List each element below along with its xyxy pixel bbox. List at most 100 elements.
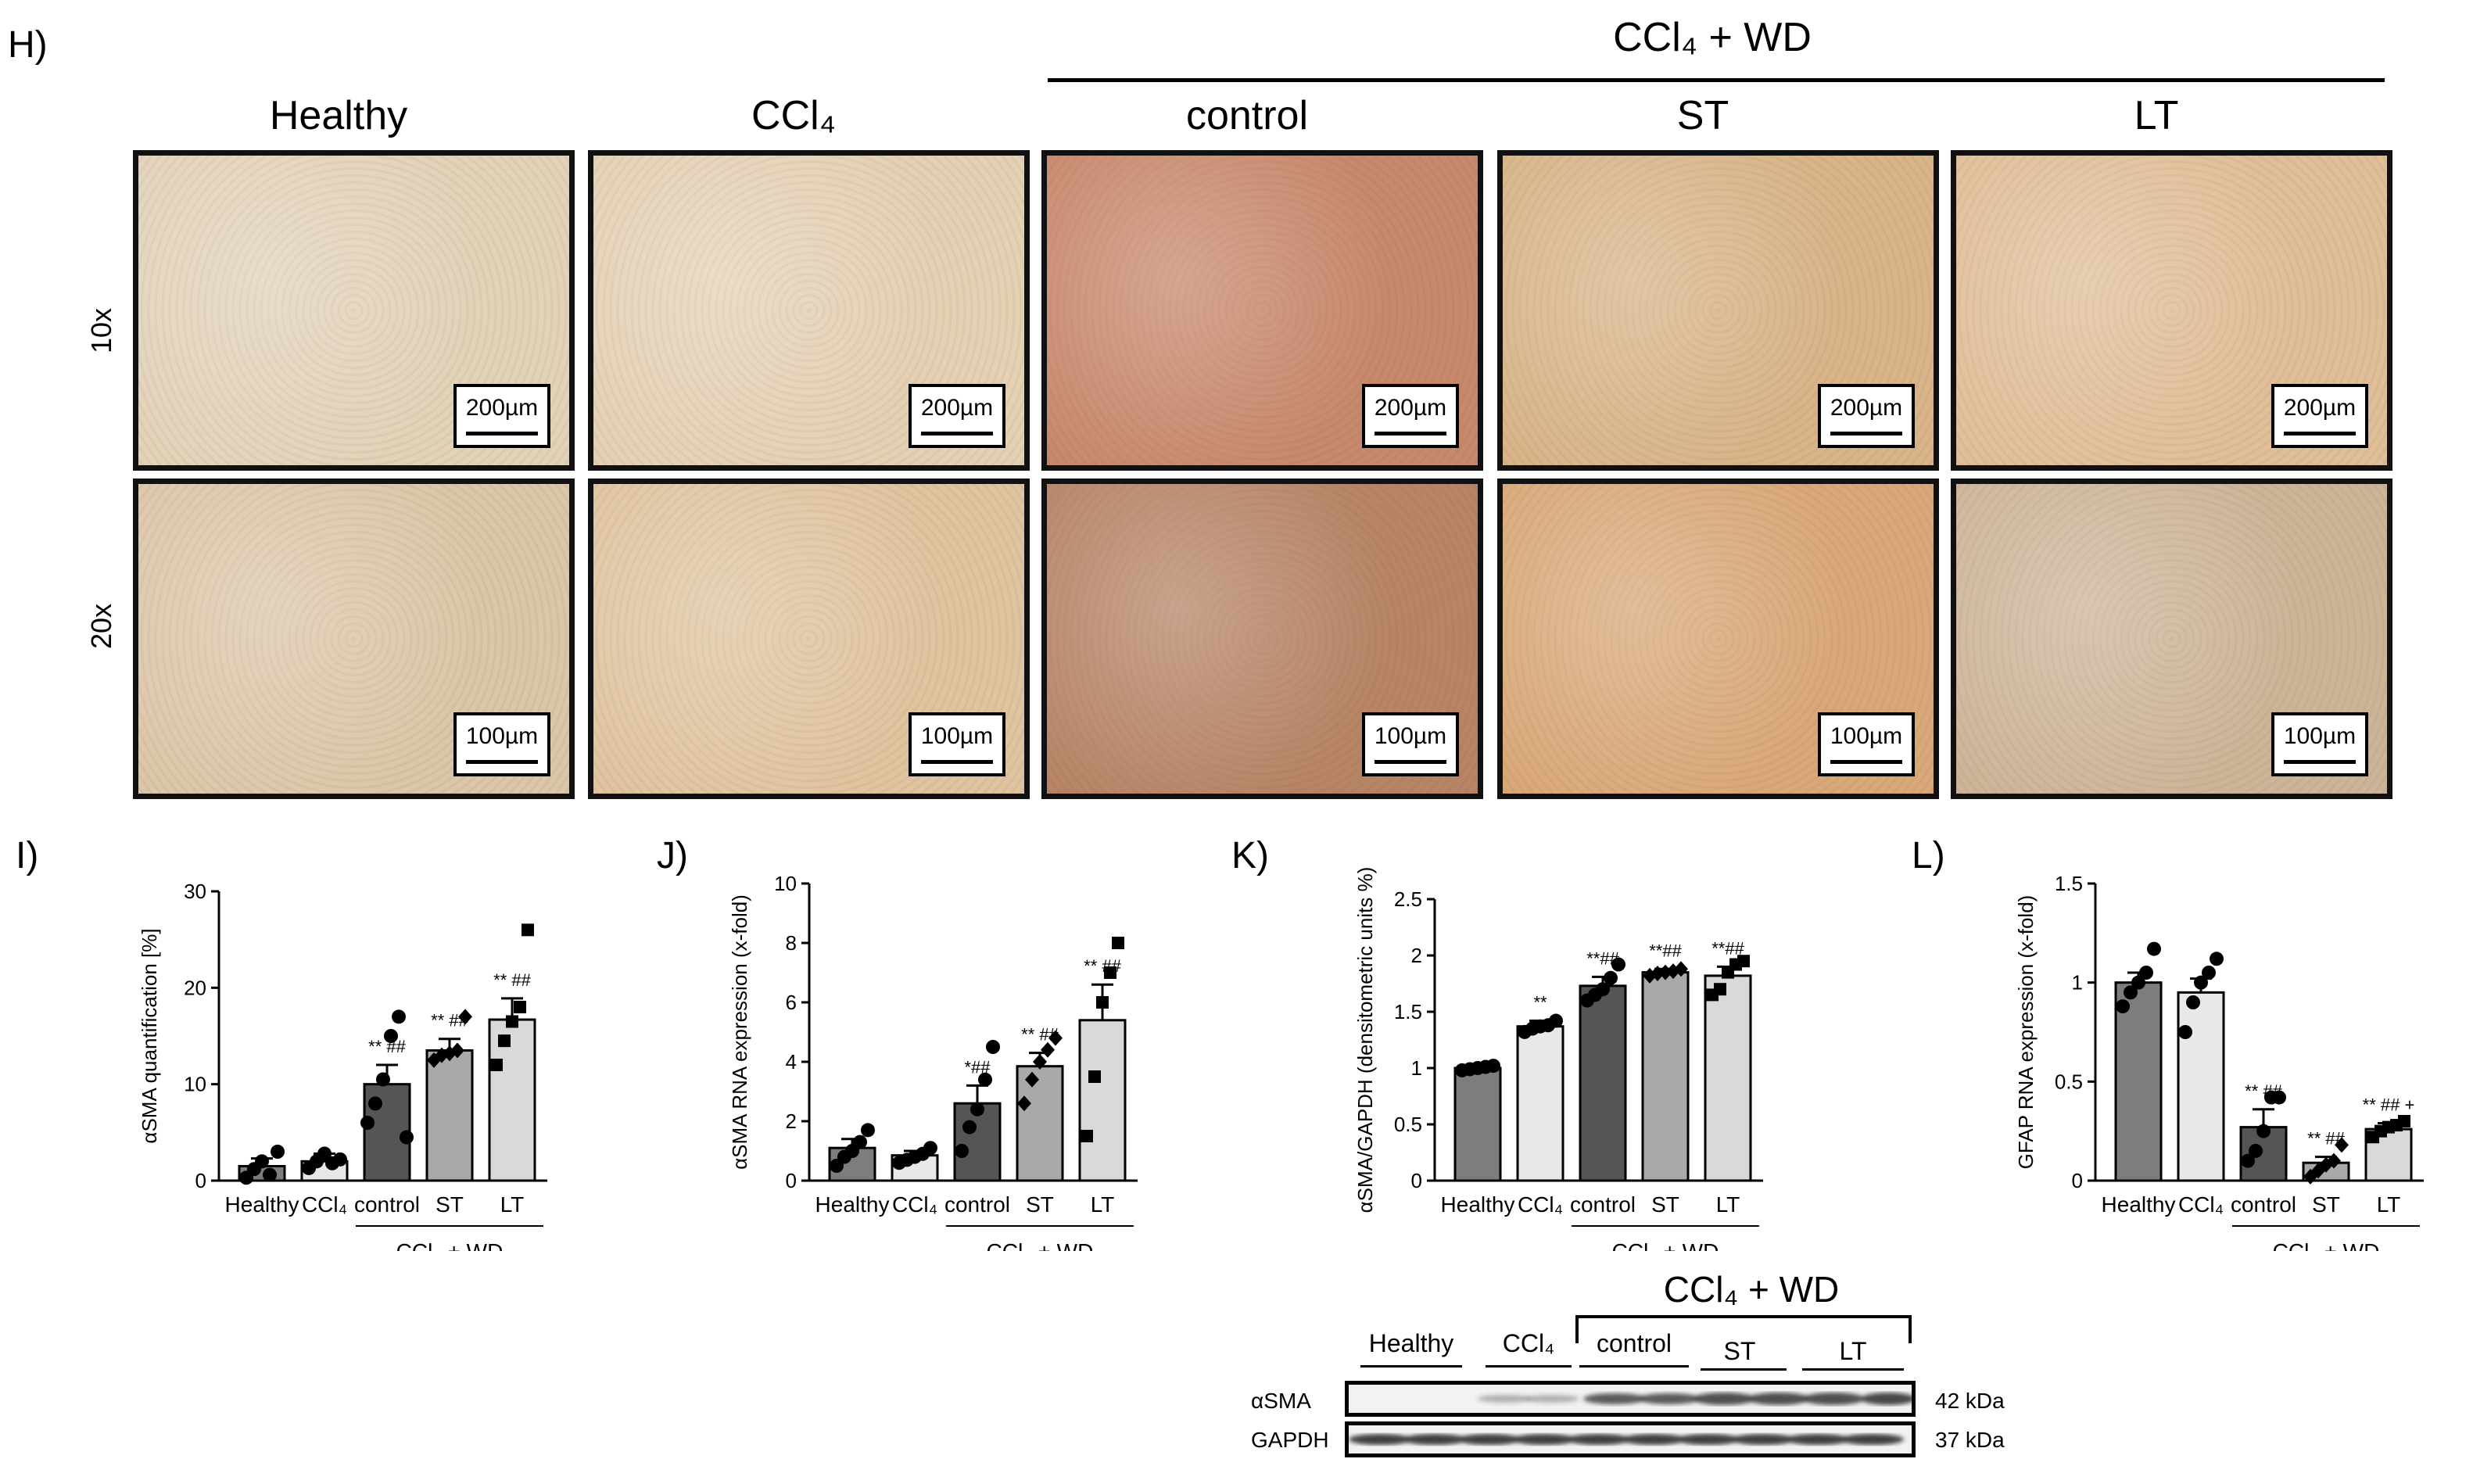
chart-l: L) 0 0.5 1 1.5 GFAP RNA expression (x-fold) He… xyxy=(1912,835,2424,1251)
significance-label: **## xyxy=(1649,941,1682,960)
data-point xyxy=(2186,995,2200,1009)
data-point xyxy=(853,1135,867,1149)
bar xyxy=(1579,984,1627,1182)
x-tick-label: control xyxy=(1570,1192,1636,1217)
scale-bar: 100µm xyxy=(2271,712,2368,776)
data-point xyxy=(1674,961,1688,977)
significance-label: ** ## + xyxy=(2363,1095,2415,1115)
wb-lane-line-st xyxy=(1701,1368,1787,1371)
significance-label: ** ## xyxy=(2307,1129,2345,1149)
y-tick-label: 1 xyxy=(2072,971,2083,995)
significance-label: ** ## xyxy=(2245,1081,2282,1101)
col-head-healthy: Healthy xyxy=(269,93,408,138)
data-point xyxy=(2202,966,2216,980)
wb-size-asma: 42 kDa xyxy=(1935,1389,2005,1413)
data-point xyxy=(384,1029,398,1043)
wb-lane-line-control xyxy=(1579,1365,1689,1368)
histology-tile: 200µm xyxy=(588,150,1030,471)
x-tick-label: LT xyxy=(2377,1192,2401,1217)
data-point xyxy=(2241,1153,2255,1168)
x-tick-label: control xyxy=(944,1192,1010,1217)
scale-bar-line xyxy=(921,432,993,436)
histology-tile: 200µm xyxy=(133,150,575,471)
y-axis-label: αSMA/GAPDH (densitometric units %) xyxy=(1353,867,1377,1213)
scale-bar-label: 100µm xyxy=(1374,723,1447,749)
wb-group-tick-left xyxy=(1575,1315,1579,1343)
data-point xyxy=(333,1152,347,1167)
significance-label: ** ## xyxy=(1021,1025,1059,1045)
x-tick-label: CCl₄ xyxy=(1518,1192,1563,1217)
col-head-lt: LT xyxy=(2134,93,2179,138)
wb-lane-st: ST xyxy=(1723,1337,1756,1365)
h-group-label: CCl₄ + WD xyxy=(1613,15,1812,60)
data-point xyxy=(317,1146,332,1161)
data-point xyxy=(2210,952,2224,966)
data-point xyxy=(1041,1041,1055,1058)
scale-bar-line xyxy=(2284,760,2356,764)
y-tick-label: 6 xyxy=(786,991,797,1014)
significance-label: **## xyxy=(1586,948,1619,968)
data-point xyxy=(2131,975,2145,990)
scale-bar: 100µm xyxy=(1362,712,1459,776)
panel-h-label: H) xyxy=(8,24,48,66)
panel-label: L) xyxy=(1912,835,1945,876)
data-point xyxy=(986,1040,1000,1054)
data-point xyxy=(1714,983,1726,996)
y-axis-label: GFAP RNA expression (x-fold) xyxy=(2014,895,2038,1170)
wb-protein-asma: αSMA xyxy=(1251,1389,1311,1413)
data-point xyxy=(1048,1030,1063,1046)
y-tick-label: 20 xyxy=(184,976,206,999)
data-point xyxy=(498,1034,511,1048)
data-point xyxy=(978,1072,992,1087)
data-point xyxy=(514,1001,526,1013)
data-point xyxy=(1596,982,1610,997)
y-tick-label: 2 xyxy=(786,1109,797,1133)
bar xyxy=(2177,991,2225,1182)
wb-lane-line-ccl4 xyxy=(1486,1365,1572,1368)
significance-label: *## xyxy=(964,1057,991,1077)
scale-bar: 200µm xyxy=(1818,384,1915,448)
x-tick-label: control xyxy=(354,1192,420,1217)
data-point xyxy=(970,1102,984,1117)
data-point xyxy=(1033,1054,1047,1070)
scale-bar-label: 200µm xyxy=(2283,395,2357,421)
data-point xyxy=(2124,985,2138,1000)
wb-strip-asma xyxy=(1345,1381,1916,1417)
data-point xyxy=(271,1145,285,1159)
y-tick-label: 10 xyxy=(184,1073,206,1096)
scale-bar-label: 200µm xyxy=(1374,395,1447,421)
scale-bar-label: 200µm xyxy=(1830,395,1903,421)
bar xyxy=(1016,1065,1064,1182)
data-point xyxy=(2178,1025,2192,1039)
scale-bar: 100µm xyxy=(1818,712,1915,776)
y-tick-label: 1.5 xyxy=(2055,872,2083,895)
x-tick-label: CCl₄ xyxy=(2178,1192,2224,1217)
wb-lane-lt: LT xyxy=(1839,1337,1867,1365)
data-point xyxy=(1081,1130,1093,1142)
wb-lane-line-healthy xyxy=(1360,1365,1462,1368)
histology-tile: 100µm xyxy=(133,479,575,799)
y-tick-label: 1 xyxy=(1411,1056,1422,1080)
significance-label: ** ## xyxy=(431,1011,468,1031)
x-tick-label: ST xyxy=(2312,1192,2340,1217)
scale-bar-line xyxy=(921,760,993,764)
data-point xyxy=(521,923,534,937)
wb-group-tick-right xyxy=(1909,1315,1912,1343)
data-point xyxy=(861,1123,875,1138)
histology-tile: 100µm xyxy=(1497,479,1939,799)
data-point xyxy=(2249,1144,2263,1158)
scale-bar-line xyxy=(466,432,538,436)
wb-lane-line-lt xyxy=(1802,1368,1904,1371)
col-head-ccl4: CCl₄ xyxy=(751,93,836,138)
col-head-control: control xyxy=(1185,93,1309,138)
wb-lane-control: control xyxy=(1596,1329,1672,1357)
y-tick-label: 2 xyxy=(1411,944,1422,967)
data-point xyxy=(1611,957,1625,972)
wb-protein-gapdh: GAPDH xyxy=(1251,1428,1329,1452)
scale-bar-line xyxy=(2284,432,2356,436)
data-point xyxy=(392,1009,406,1024)
x-tick-label: Healthy xyxy=(1441,1192,1515,1217)
group-label: CCl₄ + WD xyxy=(396,1239,504,1251)
bar xyxy=(425,1049,474,1182)
data-point xyxy=(360,1116,375,1130)
